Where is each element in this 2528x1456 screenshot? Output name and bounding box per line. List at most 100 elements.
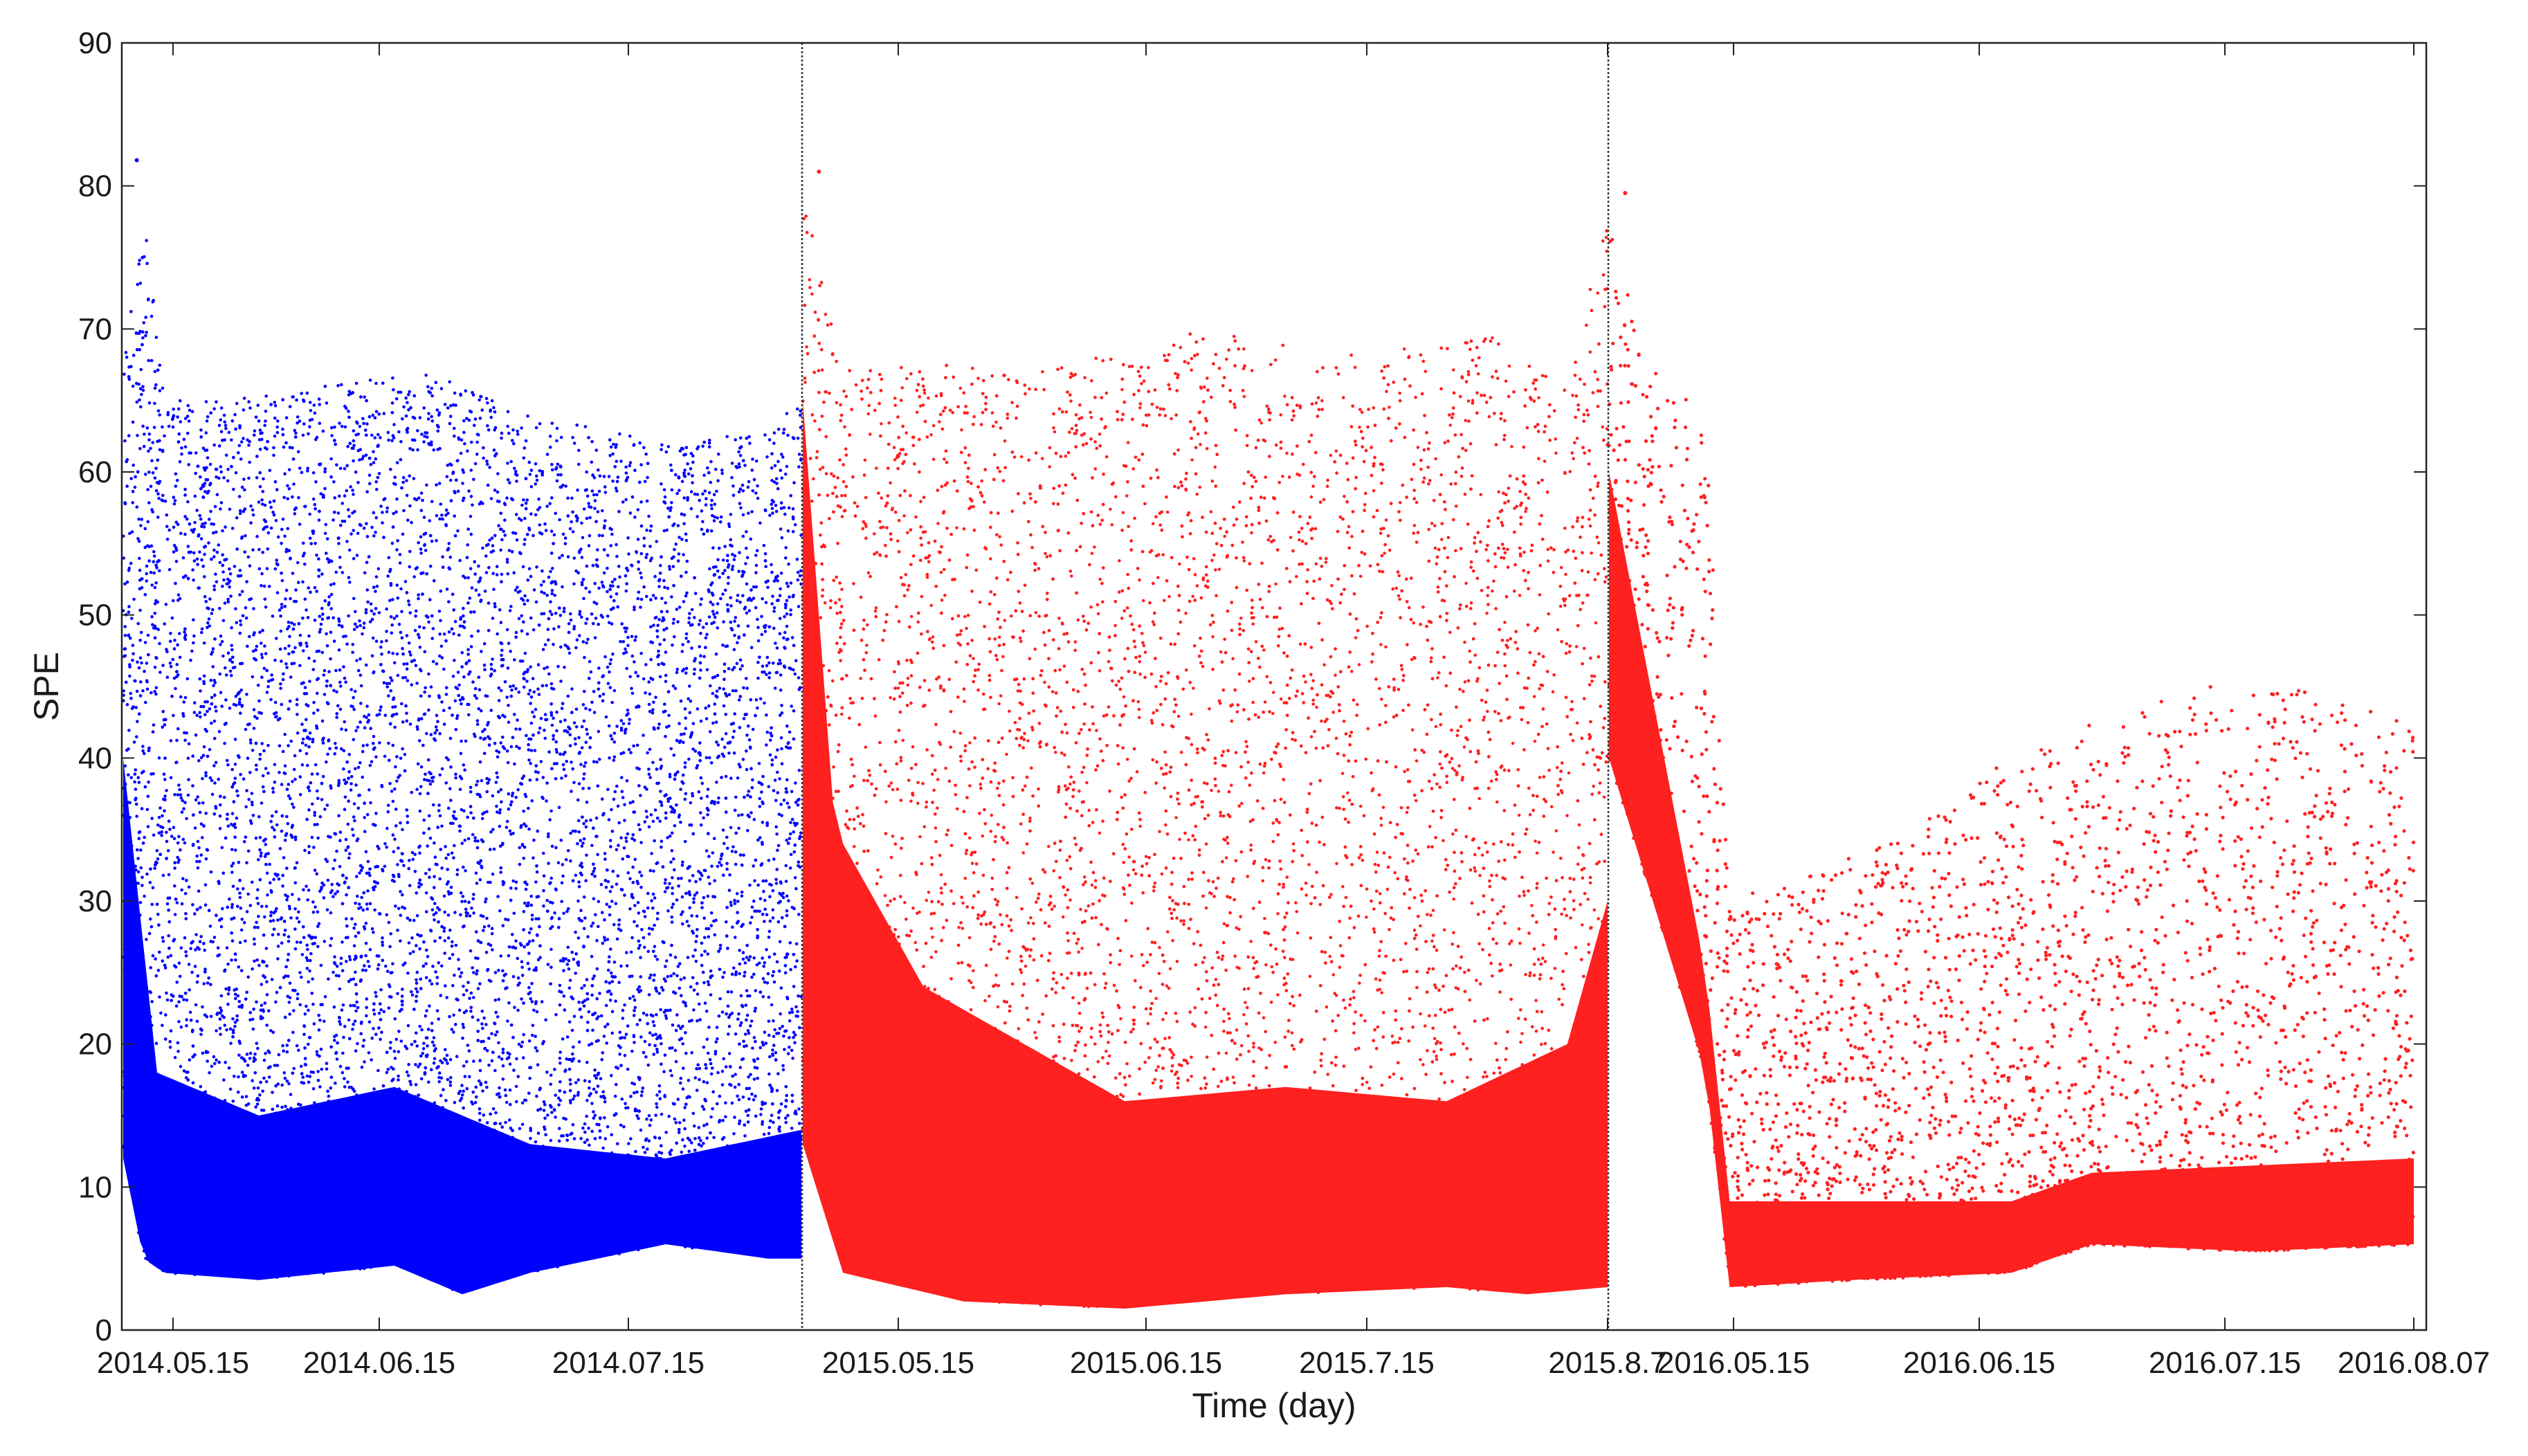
point xyxy=(725,603,729,607)
point xyxy=(126,988,129,991)
point xyxy=(352,529,355,532)
point xyxy=(352,815,356,819)
point xyxy=(352,628,356,631)
point xyxy=(293,428,297,433)
point xyxy=(778,594,782,598)
point xyxy=(617,923,621,927)
point xyxy=(179,796,183,800)
point xyxy=(517,691,521,694)
point xyxy=(773,779,777,782)
point xyxy=(394,765,397,769)
point xyxy=(660,443,664,447)
point xyxy=(732,558,736,561)
point xyxy=(684,637,688,640)
point xyxy=(287,1082,291,1086)
point xyxy=(352,977,356,981)
point xyxy=(584,740,588,744)
point xyxy=(747,724,750,728)
point xyxy=(673,868,676,872)
point xyxy=(546,1237,550,1241)
point xyxy=(442,929,446,933)
point xyxy=(527,748,531,752)
point xyxy=(669,1172,672,1176)
point xyxy=(418,792,422,796)
point xyxy=(343,1077,346,1080)
point xyxy=(202,525,206,529)
point xyxy=(773,1028,776,1032)
point xyxy=(525,498,529,502)
point xyxy=(707,441,711,445)
point xyxy=(725,1194,728,1198)
point xyxy=(673,547,676,552)
point xyxy=(415,1044,419,1048)
point xyxy=(138,387,143,390)
point xyxy=(239,1249,244,1253)
point xyxy=(365,1188,369,1192)
point xyxy=(288,1012,292,1016)
point xyxy=(531,1235,535,1239)
point xyxy=(727,522,731,526)
point xyxy=(276,535,280,539)
point xyxy=(375,1154,379,1158)
point xyxy=(320,1115,323,1118)
point xyxy=(434,970,437,974)
point xyxy=(250,801,254,804)
point xyxy=(397,1074,400,1078)
point xyxy=(603,852,607,855)
point xyxy=(608,438,612,442)
point xyxy=(580,615,583,619)
point xyxy=(595,493,599,497)
point xyxy=(192,1102,195,1106)
point xyxy=(181,1109,185,1113)
point xyxy=(212,684,215,688)
point xyxy=(206,621,210,625)
point xyxy=(498,909,502,913)
point xyxy=(138,962,143,965)
point xyxy=(295,415,300,419)
point xyxy=(686,697,690,701)
point xyxy=(180,810,184,814)
point xyxy=(300,471,304,475)
point xyxy=(655,917,660,921)
point xyxy=(434,381,438,384)
point xyxy=(710,507,713,511)
point xyxy=(545,899,549,902)
point xyxy=(307,1042,310,1046)
point xyxy=(316,797,320,800)
point xyxy=(733,1116,736,1119)
point xyxy=(720,854,723,857)
point xyxy=(775,1089,779,1093)
point xyxy=(172,414,176,417)
point xyxy=(455,1264,459,1268)
point xyxy=(352,1023,355,1026)
point xyxy=(483,727,486,731)
point xyxy=(338,494,341,498)
point xyxy=(140,330,145,334)
point xyxy=(430,637,435,640)
point xyxy=(196,1186,200,1190)
point xyxy=(501,1047,505,1051)
point xyxy=(191,1186,194,1190)
point xyxy=(299,1125,303,1129)
point xyxy=(718,943,722,947)
point xyxy=(282,1183,287,1187)
point xyxy=(286,497,290,500)
point xyxy=(576,489,579,492)
point xyxy=(294,506,298,510)
point xyxy=(303,848,307,853)
point xyxy=(493,668,496,673)
point xyxy=(167,873,171,877)
point xyxy=(648,1031,652,1035)
point xyxy=(695,1089,699,1092)
point xyxy=(571,1196,574,1200)
point xyxy=(699,603,702,606)
point xyxy=(125,886,129,890)
point xyxy=(418,947,421,951)
point xyxy=(486,543,490,547)
point xyxy=(280,659,283,663)
point xyxy=(219,465,223,468)
point xyxy=(520,614,523,618)
point xyxy=(191,1155,195,1158)
point xyxy=(405,1219,408,1223)
point xyxy=(253,1071,257,1075)
